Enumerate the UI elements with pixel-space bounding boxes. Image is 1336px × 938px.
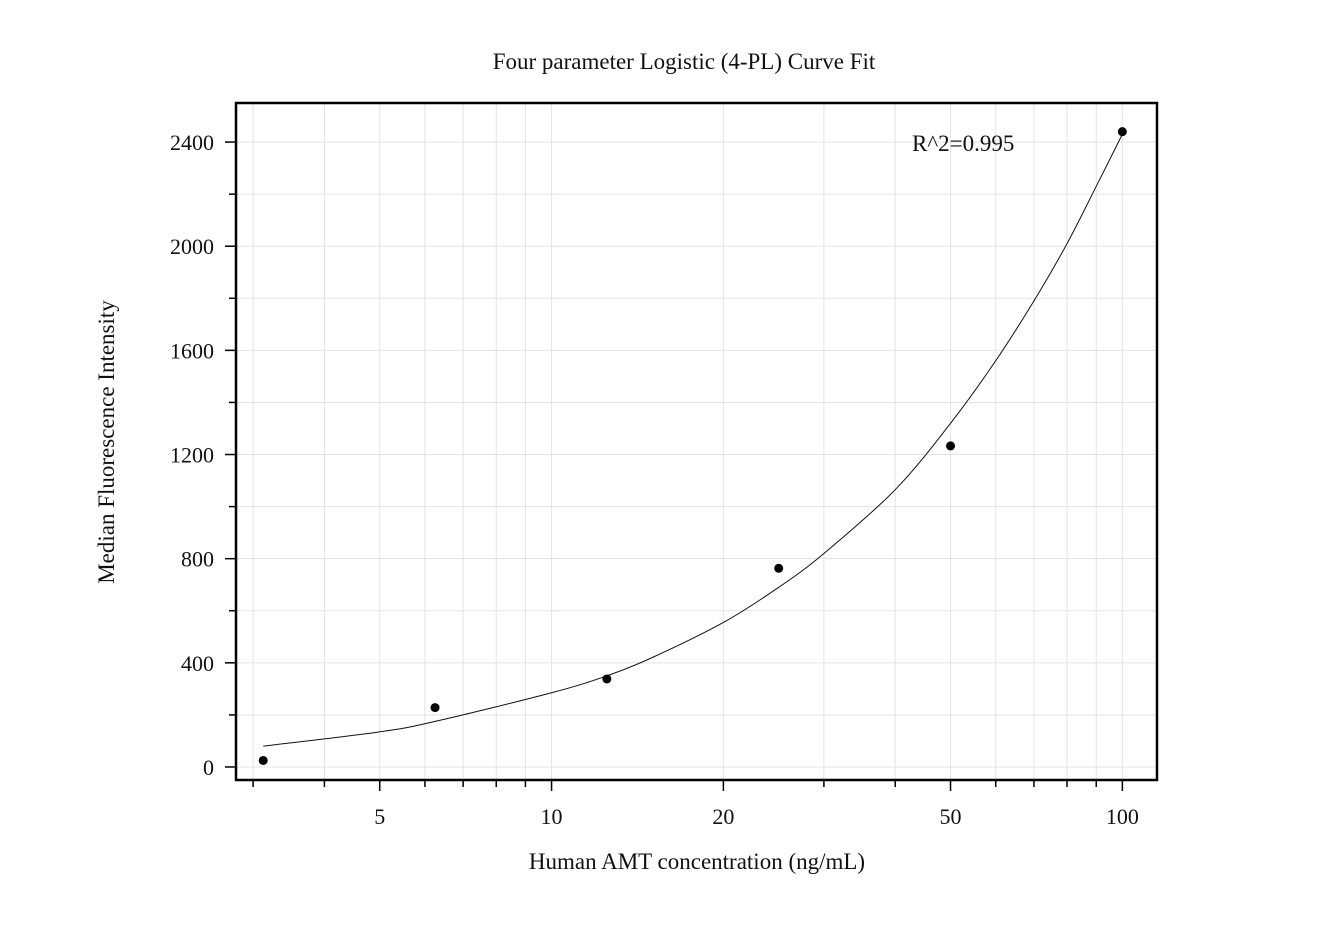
data-point — [602, 674, 612, 684]
x-axis-label: Human AMT concentration (ng/mL) — [529, 849, 865, 874]
x-tick-label: 5 — [374, 804, 385, 829]
data-points — [258, 127, 1127, 765]
y-tick-label: 1600 — [170, 338, 214, 363]
x-tick-label: 10 — [541, 804, 563, 829]
y-tick-label: 800 — [181, 547, 214, 572]
x-tick-label: 20 — [712, 804, 734, 829]
y-tick-label: 2400 — [170, 130, 214, 155]
x-tick-label: 50 — [940, 804, 962, 829]
data-point — [946, 441, 956, 451]
fit-curve-layer — [263, 134, 1123, 747]
data-point — [1117, 127, 1127, 137]
grid — [236, 103, 1157, 780]
data-point — [258, 755, 268, 765]
chart-title: Four parameter Logistic (4-PL) Curve Fit — [493, 49, 876, 74]
y-tick-label: 400 — [181, 651, 214, 676]
y-tick-label: 0 — [203, 755, 214, 780]
y-tick-label: 1200 — [170, 443, 214, 468]
fit-curve — [263, 134, 1123, 747]
data-point — [430, 703, 440, 713]
x-tick-label: 100 — [1106, 804, 1139, 829]
plot-frame — [234, 101, 1159, 782]
y-tick-label: 2000 — [170, 234, 214, 259]
data-point — [774, 563, 784, 573]
y-axis-ticks: 0 400 800 1200 1600 2000 2400 — [170, 130, 236, 780]
r-squared-annotation: R^2=0.995 — [912, 131, 1014, 156]
x-axis-ticks: 5 10 20 50 100 — [252, 780, 1139, 829]
y-axis-label: Median Fluorescence Intensity — [94, 300, 119, 584]
